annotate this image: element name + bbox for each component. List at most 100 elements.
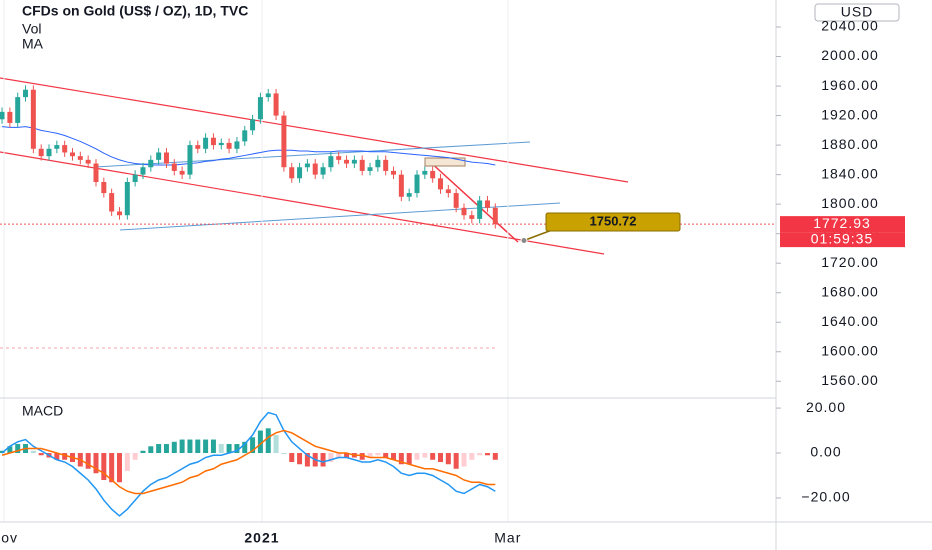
channel-lower bbox=[0, 151, 605, 255]
histogram-bar bbox=[109, 453, 115, 483]
candle-body bbox=[218, 142, 224, 146]
histogram-bar bbox=[101, 453, 107, 480]
candle-body bbox=[257, 97, 263, 120]
candle-body bbox=[62, 145, 68, 153]
candle-body bbox=[328, 156, 334, 168]
histogram-bar bbox=[414, 453, 420, 460]
candle-body bbox=[124, 182, 130, 216]
candle-body bbox=[70, 152, 76, 157]
histogram-bar bbox=[38, 453, 44, 456]
candle-body bbox=[46, 148, 52, 157]
candle-body bbox=[15, 97, 21, 123]
candle-body bbox=[281, 115, 287, 168]
histogram-bar bbox=[93, 453, 99, 474]
histogram-bar bbox=[132, 453, 138, 460]
histogram-bar bbox=[359, 453, 365, 460]
candle-body bbox=[430, 170, 436, 179]
candle-body bbox=[414, 174, 420, 194]
histogram-bar bbox=[383, 453, 389, 458]
candle-body bbox=[492, 207, 498, 225]
histogram-bar bbox=[430, 453, 436, 460]
y-tick-label: 1720.00 bbox=[821, 254, 879, 270]
candle-body bbox=[7, 111, 13, 123]
candle-body bbox=[469, 215, 475, 219]
histogram-bar bbox=[336, 453, 342, 458]
histogram-bar bbox=[273, 435, 279, 454]
channel-upper bbox=[0, 77, 629, 183]
histogram-bar bbox=[163, 444, 169, 454]
candle-body bbox=[203, 137, 209, 149]
callout-point bbox=[520, 237, 528, 245]
candle-body bbox=[54, 145, 60, 149]
x-tick-label: 2021 bbox=[244, 530, 279, 546]
candle-body bbox=[445, 189, 451, 194]
histogram-bar bbox=[367, 453, 373, 458]
y-tick-label: 1840.00 bbox=[821, 165, 879, 181]
candle-body bbox=[289, 167, 295, 179]
candle-body bbox=[398, 174, 404, 197]
y-tick-label: 1880.00 bbox=[821, 136, 879, 152]
candle-body bbox=[273, 93, 279, 116]
histogram-bar bbox=[391, 453, 397, 460]
candle-body bbox=[484, 200, 490, 208]
candle-body bbox=[156, 152, 162, 160]
candle-body bbox=[109, 193, 115, 212]
histogram-bar bbox=[289, 453, 295, 463]
histogram-bar bbox=[203, 439, 209, 454]
candle-body bbox=[312, 163, 318, 175]
histogram-bar bbox=[234, 444, 240, 454]
histogram-bar bbox=[85, 453, 91, 469]
histogram-bar bbox=[297, 453, 303, 465]
macd-line bbox=[1, 411, 496, 517]
candle-body bbox=[23, 89, 29, 98]
y-tick-label: 2040.00 bbox=[821, 18, 879, 34]
y-tick-label: −20.00 bbox=[801, 489, 850, 505]
candle-body bbox=[265, 93, 271, 98]
histogram-bar bbox=[453, 453, 459, 469]
y-tick-label: 1560.00 bbox=[821, 372, 879, 388]
candle-body bbox=[391, 170, 397, 175]
candle-body bbox=[140, 167, 146, 175]
candle-body bbox=[453, 193, 459, 208]
histogram-bar bbox=[257, 430, 263, 454]
histogram-bar bbox=[116, 453, 122, 483]
countdown-label: 01:59:35 bbox=[811, 230, 874, 246]
histogram-bar bbox=[171, 441, 177, 454]
indicator-label: Vol bbox=[22, 21, 41, 37]
histogram-bar bbox=[195, 439, 201, 454]
signal-line bbox=[1, 429, 496, 495]
histogram-bar bbox=[30, 450, 36, 454]
candle-body bbox=[304, 163, 310, 168]
candle-body bbox=[187, 145, 193, 175]
candle-body bbox=[195, 145, 201, 149]
projection-line bbox=[427, 159, 519, 243]
histogram-bar bbox=[140, 450, 146, 454]
candle-body bbox=[344, 159, 350, 164]
candle-body bbox=[359, 159, 365, 171]
histogram-bar bbox=[320, 453, 326, 467]
candle-body bbox=[171, 163, 177, 171]
pane-title: MACD bbox=[22, 403, 63, 419]
histogram-bar bbox=[398, 453, 404, 465]
candle-body bbox=[226, 142, 232, 149]
callout-pointer bbox=[523, 229, 553, 242]
histogram-bar bbox=[406, 453, 412, 465]
histogram-bar bbox=[156, 444, 162, 454]
candle-body bbox=[250, 119, 256, 131]
candle-body bbox=[93, 163, 99, 183]
candle-body bbox=[38, 148, 44, 157]
candle-body bbox=[242, 130, 248, 142]
currency-button[interactable] bbox=[814, 3, 900, 22]
y-tick-label: 1640.00 bbox=[821, 313, 879, 329]
histogram-bar bbox=[469, 453, 475, 460]
moving-average bbox=[1, 126, 496, 166]
x-tick-label: Mar bbox=[494, 530, 521, 546]
callout-label: 1750.72 bbox=[590, 213, 637, 228]
currency[interactable]: USD bbox=[841, 4, 874, 20]
countdown-box bbox=[780, 232, 905, 248]
x-tick-label: Nov bbox=[0, 530, 18, 546]
candle-body bbox=[367, 167, 373, 171]
